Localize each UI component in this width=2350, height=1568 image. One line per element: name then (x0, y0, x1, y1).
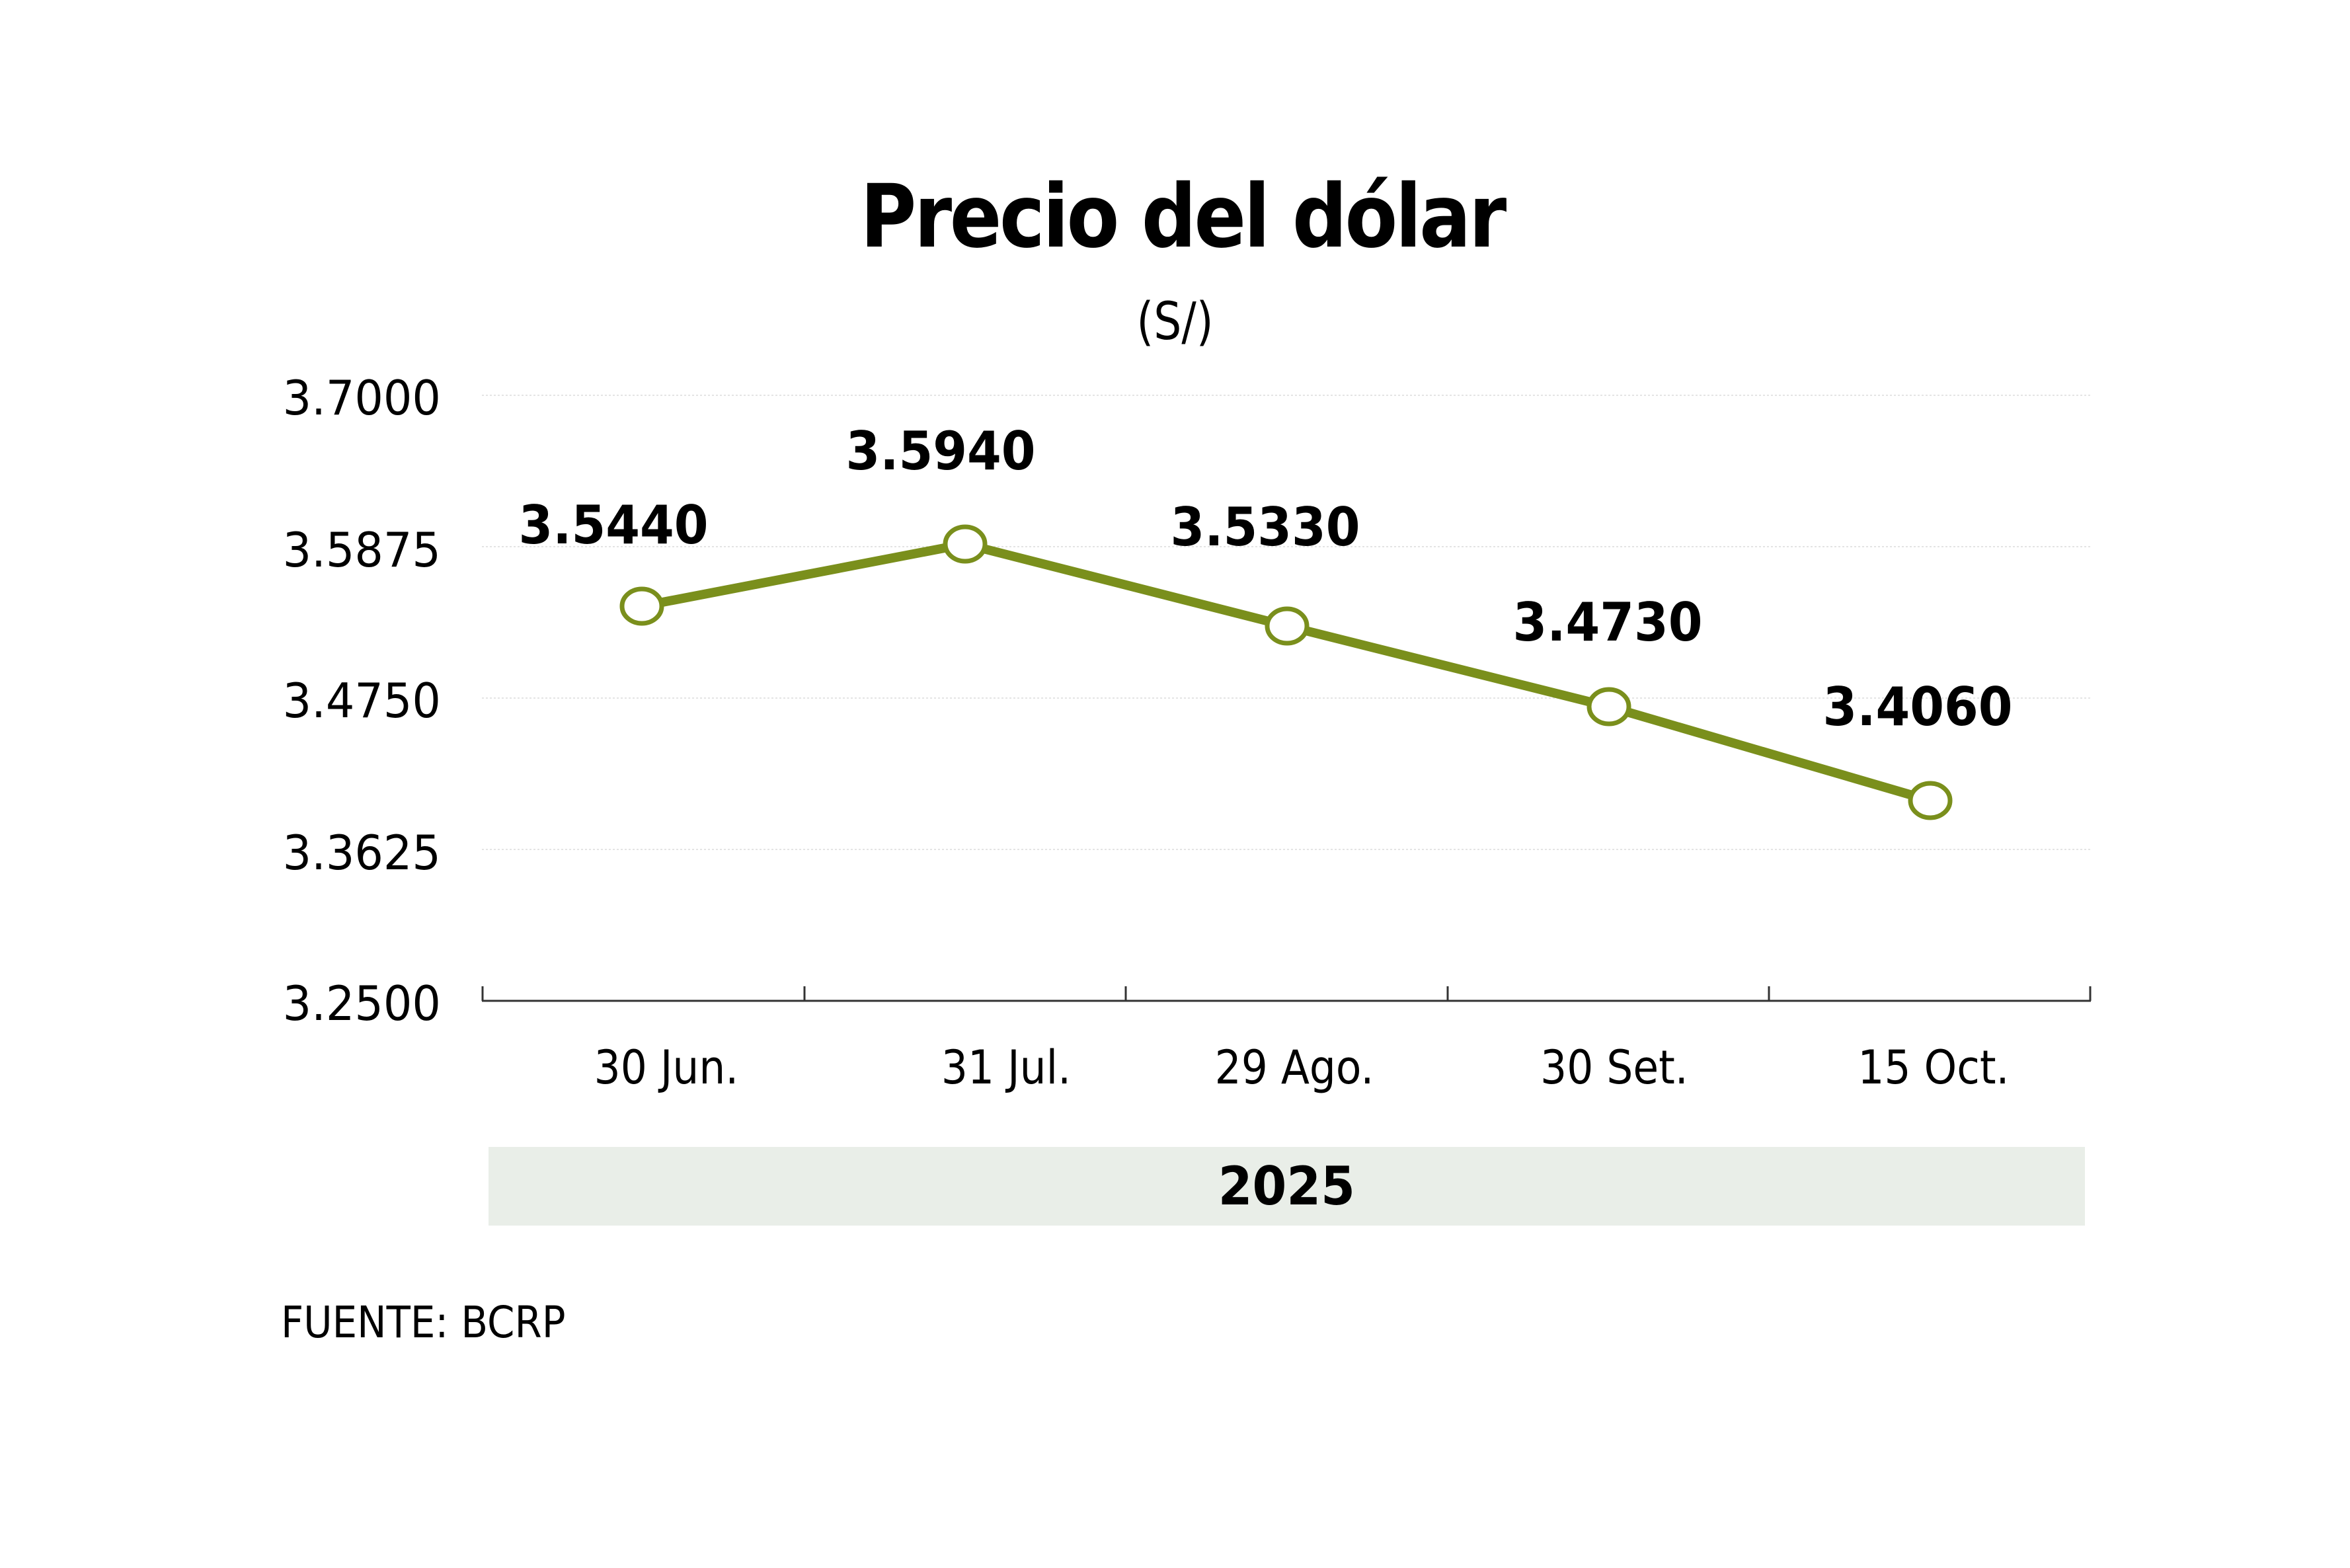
x-tick-label: 30 Jun. (594, 1040, 739, 1095)
data-point-marker (1908, 781, 1953, 820)
y-tick-label: 3.2500 (282, 976, 441, 1031)
y-tick-label: 3.3625 (282, 825, 441, 881)
y-tick-label: 3.5875 (282, 522, 441, 578)
data-point-marker (619, 586, 664, 626)
y-tick-label: 3.4750 (282, 673, 441, 728)
data-value-label: 3.4730 (1512, 592, 1703, 653)
year-label: 2025 (1218, 1156, 1356, 1217)
data-point-marker (1586, 687, 1631, 726)
data-markers (619, 524, 1953, 820)
x-axis (481, 986, 2092, 1002)
gridlines (482, 395, 2091, 850)
x-tick-label: 15 Oct. (1858, 1040, 2010, 1095)
chart-subtitle-unit: (S/) (1136, 292, 1214, 352)
data-value-label: 3.4060 (1822, 676, 2013, 738)
data-value-label: 3.5440 (518, 494, 709, 556)
data-point-marker (1265, 606, 1310, 646)
price-line (641, 539, 1932, 805)
x-tick-label: 29 Ago. (1214, 1040, 1374, 1095)
data-value-label: 3.5940 (845, 420, 1036, 482)
y-tick-label: 3.7000 (282, 370, 441, 426)
x-tick-label: 31 Jul. (941, 1040, 1072, 1095)
data-point-marker (943, 524, 988, 564)
x-tick-label: 30 Set. (1540, 1040, 1688, 1095)
chart-title: Precio del dólar (860, 166, 1507, 268)
source-note: FUENTE: BCRP (281, 1297, 566, 1348)
year-band: 2025 (489, 1147, 2085, 1226)
data-value-label: 3.5330 (1170, 496, 1360, 558)
